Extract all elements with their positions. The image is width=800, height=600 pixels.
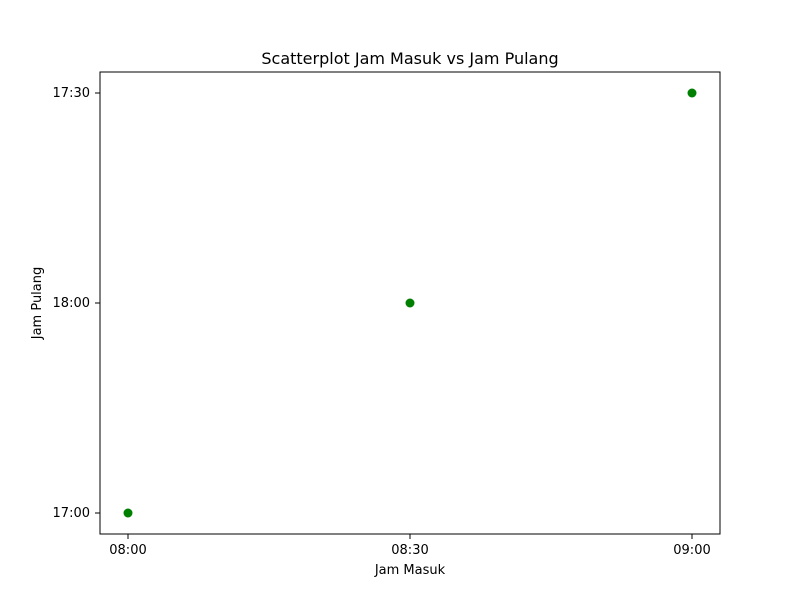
y-axis-label: Jam Pulang bbox=[30, 267, 45, 341]
data-points bbox=[123, 88, 697, 518]
chart-title: Scatterplot Jam Masuk vs Jam Pulang bbox=[261, 49, 558, 68]
x-tick-label: 08:00 bbox=[109, 543, 146, 558]
x-axis-label: Jam Masuk bbox=[374, 563, 446, 578]
scatter-point bbox=[687, 88, 697, 98]
scatter-point bbox=[123, 508, 133, 518]
y-tick-label: 17:00 bbox=[53, 506, 90, 521]
y-axis-ticks: 17:00 18:00 17:30 bbox=[53, 86, 100, 521]
x-tick-label: 08:30 bbox=[391, 543, 428, 558]
x-axis-ticks: 08:00 08:30 09:00 bbox=[109, 534, 711, 558]
y-tick-label: 18:00 bbox=[53, 296, 90, 311]
scatter-point bbox=[405, 298, 415, 308]
x-tick-label: 09:00 bbox=[673, 543, 710, 558]
y-tick-label: 17:30 bbox=[53, 86, 90, 101]
